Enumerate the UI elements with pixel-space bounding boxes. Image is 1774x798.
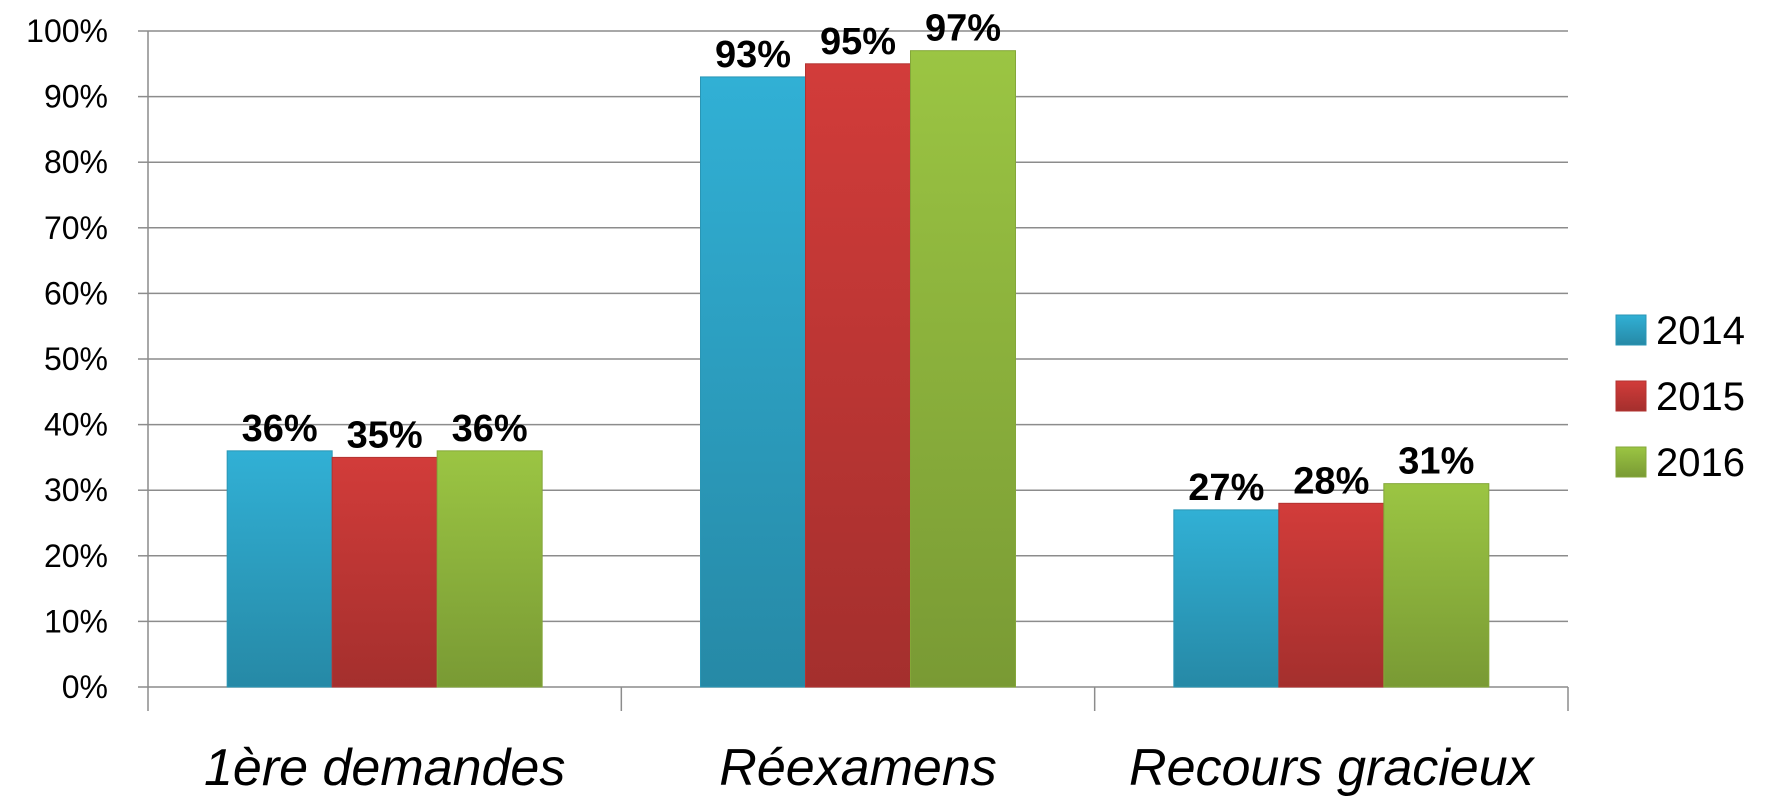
- data-label: 95%: [820, 21, 896, 63]
- bar-2016: [910, 50, 1016, 688]
- bar-2014: [700, 76, 806, 688]
- data-label: 36%: [242, 408, 318, 450]
- legend-swatch-2015: [1615, 380, 1647, 412]
- bar-2015: [1278, 502, 1385, 688]
- x-category-label: Réexamens: [719, 739, 996, 797]
- x-category-label: 1ère demandes: [204, 739, 565, 797]
- y-tick-label: 30%: [44, 472, 108, 508]
- data-label: 31%: [1398, 441, 1474, 483]
- bar-2015: [331, 456, 438, 688]
- y-tick-label: 90%: [44, 79, 108, 115]
- bar-2016: [1383, 483, 1490, 688]
- y-tick-label: 10%: [44, 603, 108, 639]
- data-label: 27%: [1188, 467, 1264, 509]
- data-label: 97%: [925, 8, 1001, 50]
- y-tick-label: 50%: [44, 341, 108, 377]
- y-tick-label: 0%: [62, 669, 108, 705]
- bar-2015: [805, 63, 911, 688]
- legend-swatch-2016: [1615, 446, 1647, 478]
- data-label: 36%: [452, 408, 528, 450]
- y-tick-label: 80%: [44, 144, 108, 180]
- legend-label: 2015: [1656, 375, 1745, 419]
- bar-2014: [1173, 509, 1280, 688]
- data-label: 93%: [715, 34, 791, 76]
- y-tick-label: 100%: [26, 13, 108, 49]
- legend-swatch-2014: [1615, 314, 1647, 346]
- legend-label: 2014: [1656, 309, 1745, 353]
- legend-label: 2016: [1656, 441, 1745, 485]
- y-tick-label: 70%: [44, 210, 108, 246]
- bar-2014: [226, 450, 333, 688]
- y-tick-label: 60%: [44, 275, 108, 311]
- y-tick-label: 40%: [44, 407, 108, 443]
- y-tick-label: 20%: [44, 538, 108, 574]
- data-label: 35%: [347, 414, 423, 456]
- x-category-label: Recours gracieux: [1129, 739, 1536, 797]
- bar-2016: [436, 450, 543, 688]
- data-label: 28%: [1293, 460, 1369, 502]
